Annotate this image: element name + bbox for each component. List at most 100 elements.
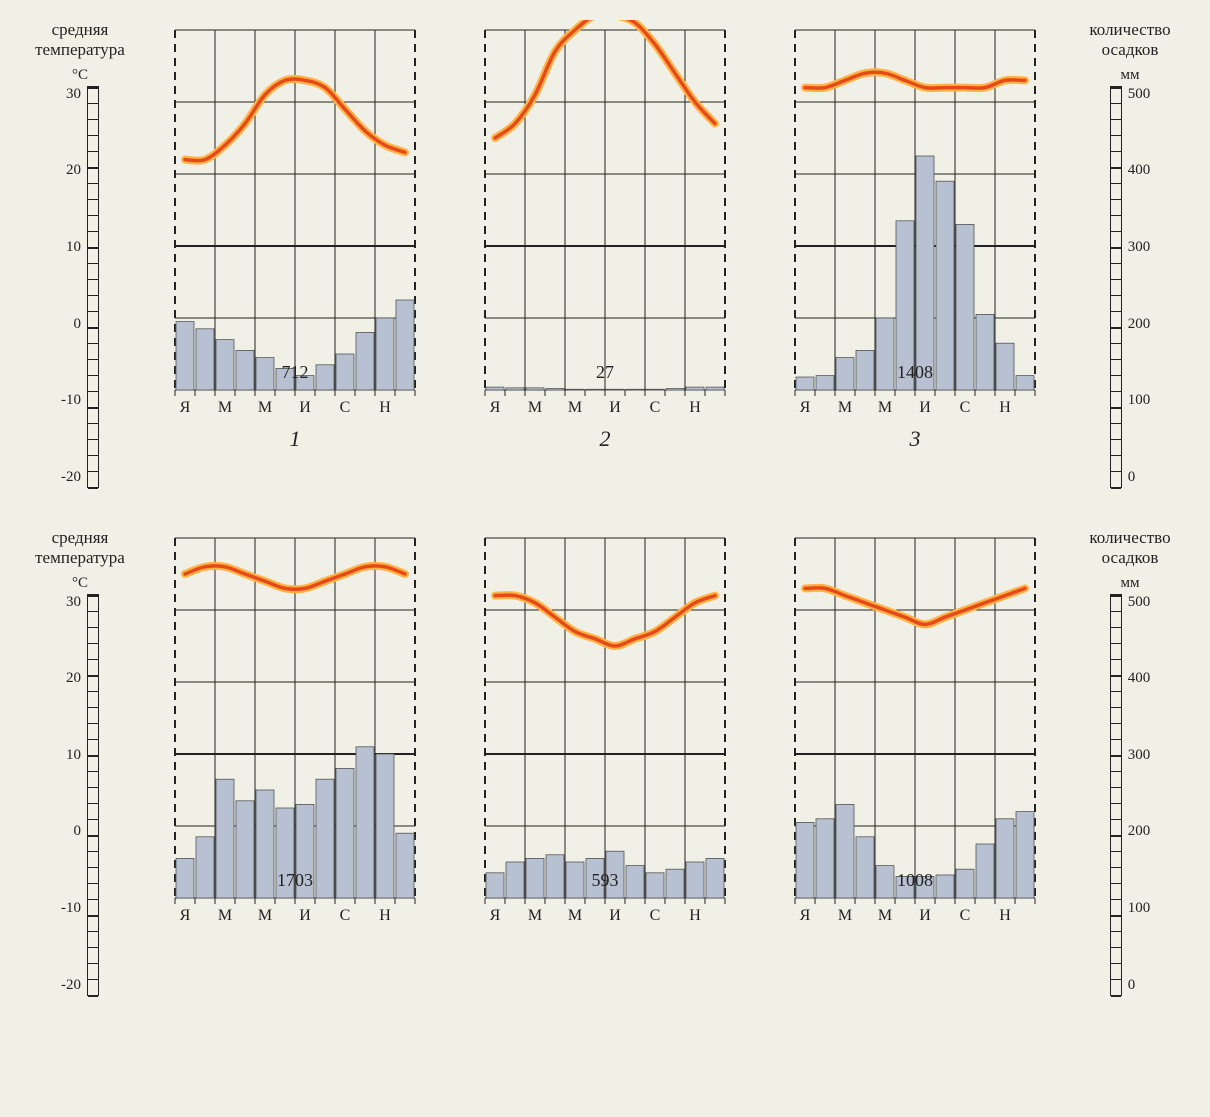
axis-tick-label: 0 xyxy=(61,823,81,840)
precip-bar xyxy=(566,389,584,390)
month-label: Я xyxy=(180,399,191,416)
climograph-3: 1408ЯММИСН xyxy=(775,20,1055,420)
precip-bar xyxy=(666,869,684,898)
precip-bar xyxy=(686,387,704,390)
precip-bar xyxy=(506,862,524,898)
precip-bar xyxy=(546,855,564,898)
precip-bar xyxy=(916,156,934,390)
precip-bar xyxy=(196,329,214,390)
chart-number: 1 xyxy=(290,426,301,452)
month-label: Я xyxy=(490,399,501,416)
precip-bar xyxy=(256,358,274,390)
month-label: И xyxy=(919,399,931,416)
chart-number: 3 xyxy=(910,426,921,452)
precip-bar xyxy=(976,844,994,898)
month-label: М xyxy=(218,399,232,416)
precip-bar xyxy=(316,779,334,898)
climograph-5: 593ЯММИСН xyxy=(465,528,745,928)
month-label: Н xyxy=(689,399,701,416)
month-label: М xyxy=(218,907,232,924)
axis-unit: мм xyxy=(1121,575,1140,592)
axis-tick-label: 200 xyxy=(1128,316,1151,333)
precip-bar xyxy=(626,389,644,390)
annual-precip-label: 27 xyxy=(596,362,614,382)
precip-bar xyxy=(836,358,854,390)
chart-cell-1: 712ЯММИСН1 xyxy=(140,20,450,488)
precip-bar xyxy=(706,387,724,390)
precip-bar xyxy=(316,365,334,390)
precip-bar xyxy=(336,768,354,898)
precip-bar xyxy=(876,865,894,897)
axis-tick-label: 200 xyxy=(1128,823,1151,840)
axis-tick-label: 100 xyxy=(1128,900,1151,917)
precip-bar xyxy=(816,376,834,390)
chart-cell-6: 1008ЯММИСН xyxy=(760,528,1070,996)
axis-tick-label: 300 xyxy=(1128,747,1151,764)
precip-bar xyxy=(236,801,254,898)
month-label: И xyxy=(609,399,621,416)
precip-bar xyxy=(816,819,834,898)
precip-bar xyxy=(526,388,544,390)
precip-bar xyxy=(506,388,524,390)
axis-tick-label: 500 xyxy=(1128,86,1151,103)
axis-tick-label: 500 xyxy=(1128,594,1151,611)
axis-tick-label: 30 xyxy=(61,594,81,611)
axis-tick-label: 0 xyxy=(61,316,81,333)
precip-bar xyxy=(196,837,214,898)
axis-tick-label: -10 xyxy=(61,900,81,917)
precip-bar xyxy=(796,377,814,390)
climograph-4: 1703ЯММИСН xyxy=(155,528,435,928)
axis-tick-label: 400 xyxy=(1128,162,1151,179)
month-label: Н xyxy=(379,907,391,924)
precip-bar xyxy=(1016,811,1034,897)
axis-tick-label: 20 xyxy=(61,670,81,687)
month-label: М xyxy=(568,907,582,924)
month-label: Я xyxy=(800,907,811,924)
axis-tick-label: -20 xyxy=(61,469,81,486)
precip-bar xyxy=(376,318,394,390)
chart-cell-3: 1408ЯММИСН 3 xyxy=(760,20,1070,488)
precip-bar xyxy=(856,350,874,390)
axis-title: средняя температура xyxy=(35,20,125,61)
precip-bar xyxy=(876,318,894,390)
precip-bar xyxy=(526,858,544,898)
axis-unit: °C xyxy=(72,575,88,592)
precip-bar xyxy=(586,389,604,390)
precip-bar xyxy=(996,819,1014,898)
month-label: Я xyxy=(800,399,811,416)
temp-axis: средняя температура°C3020100-10-20 xyxy=(20,528,140,996)
precip-bar xyxy=(1016,376,1034,390)
axis-unit: мм xyxy=(1121,67,1140,84)
axis-title: количество осадков xyxy=(1089,20,1170,61)
month-label: Н xyxy=(689,907,701,924)
precip-bar xyxy=(836,804,854,898)
precip-bar xyxy=(956,224,974,390)
month-label: С xyxy=(960,907,971,924)
precip-bar xyxy=(376,754,394,898)
month-label: М xyxy=(568,399,582,416)
climograph-1: 712ЯММИСН xyxy=(155,20,435,420)
chart-number: 2 xyxy=(600,426,611,452)
month-label: М xyxy=(878,907,892,924)
axis-tick-label: 0 xyxy=(1128,469,1151,486)
precip-bar xyxy=(646,873,664,898)
axis-tick-label: 30 xyxy=(61,86,81,103)
precip-axis: количество осадковмм5004003002001000 xyxy=(1070,528,1190,996)
month-label: Я xyxy=(490,907,501,924)
month-label: С xyxy=(340,907,351,924)
month-label: И xyxy=(609,907,621,924)
precip-bar xyxy=(486,387,504,390)
month-label: С xyxy=(650,399,661,416)
annual-precip-label: 1008 xyxy=(897,870,933,890)
precip-bar xyxy=(976,314,994,390)
precip-bar xyxy=(566,862,584,898)
axis-tick-label: -10 xyxy=(61,392,81,409)
axis-tick-label: 100 xyxy=(1128,392,1151,409)
precip-bar xyxy=(546,389,564,390)
precip-bar xyxy=(666,389,684,390)
climograph-2: 27ЯММИСН xyxy=(465,20,745,420)
month-label: Н xyxy=(999,399,1011,416)
precip-bar xyxy=(486,873,504,898)
precip-bar xyxy=(336,354,354,390)
month-label: И xyxy=(299,907,311,924)
